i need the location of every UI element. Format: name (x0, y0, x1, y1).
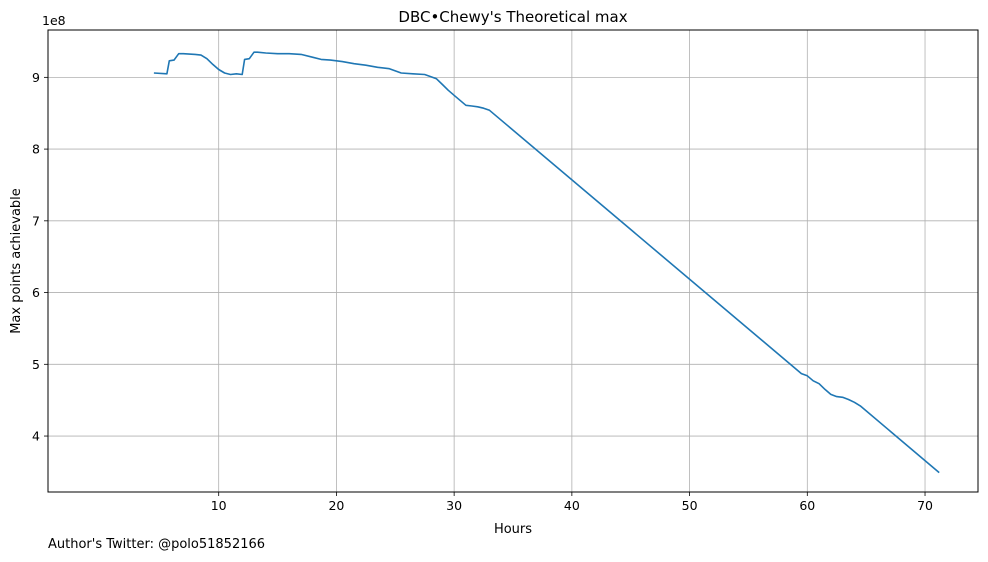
author-note: Author's Twitter: @polo51852166 (48, 537, 266, 552)
grid (48, 30, 978, 492)
series-line (153, 51, 940, 474)
chart-title: DBC•Chewy's Theoretical max (398, 8, 627, 26)
x-tick-label: 30 (446, 498, 462, 513)
ticks: 10 20 30 40 50 60 70 4 5 6 7 8 9 (32, 70, 933, 513)
x-tick-label: 60 (799, 498, 815, 513)
x-tick-label: 50 (682, 498, 698, 513)
x-tick-label: 40 (564, 498, 580, 513)
y-tick-label: 5 (32, 357, 40, 372)
y-axis-offset-text: 1e8 (42, 13, 66, 28)
plot-frame (47, 29, 979, 493)
y-tick-label: 9 (32, 70, 40, 85)
y-tick-label: 4 (32, 429, 40, 444)
x-axis-label: Hours (494, 522, 532, 537)
y-axis-label: Max points achievable (9, 188, 24, 334)
y-tick-label: 6 (32, 285, 40, 300)
x-tick-label: 10 (211, 498, 227, 513)
x-tick-label: 20 (328, 498, 344, 513)
y-tick-label: 8 (32, 142, 40, 157)
x-tick-label: 70 (917, 498, 933, 513)
series-layer (153, 51, 940, 474)
y-tick-label: 7 (32, 213, 40, 228)
